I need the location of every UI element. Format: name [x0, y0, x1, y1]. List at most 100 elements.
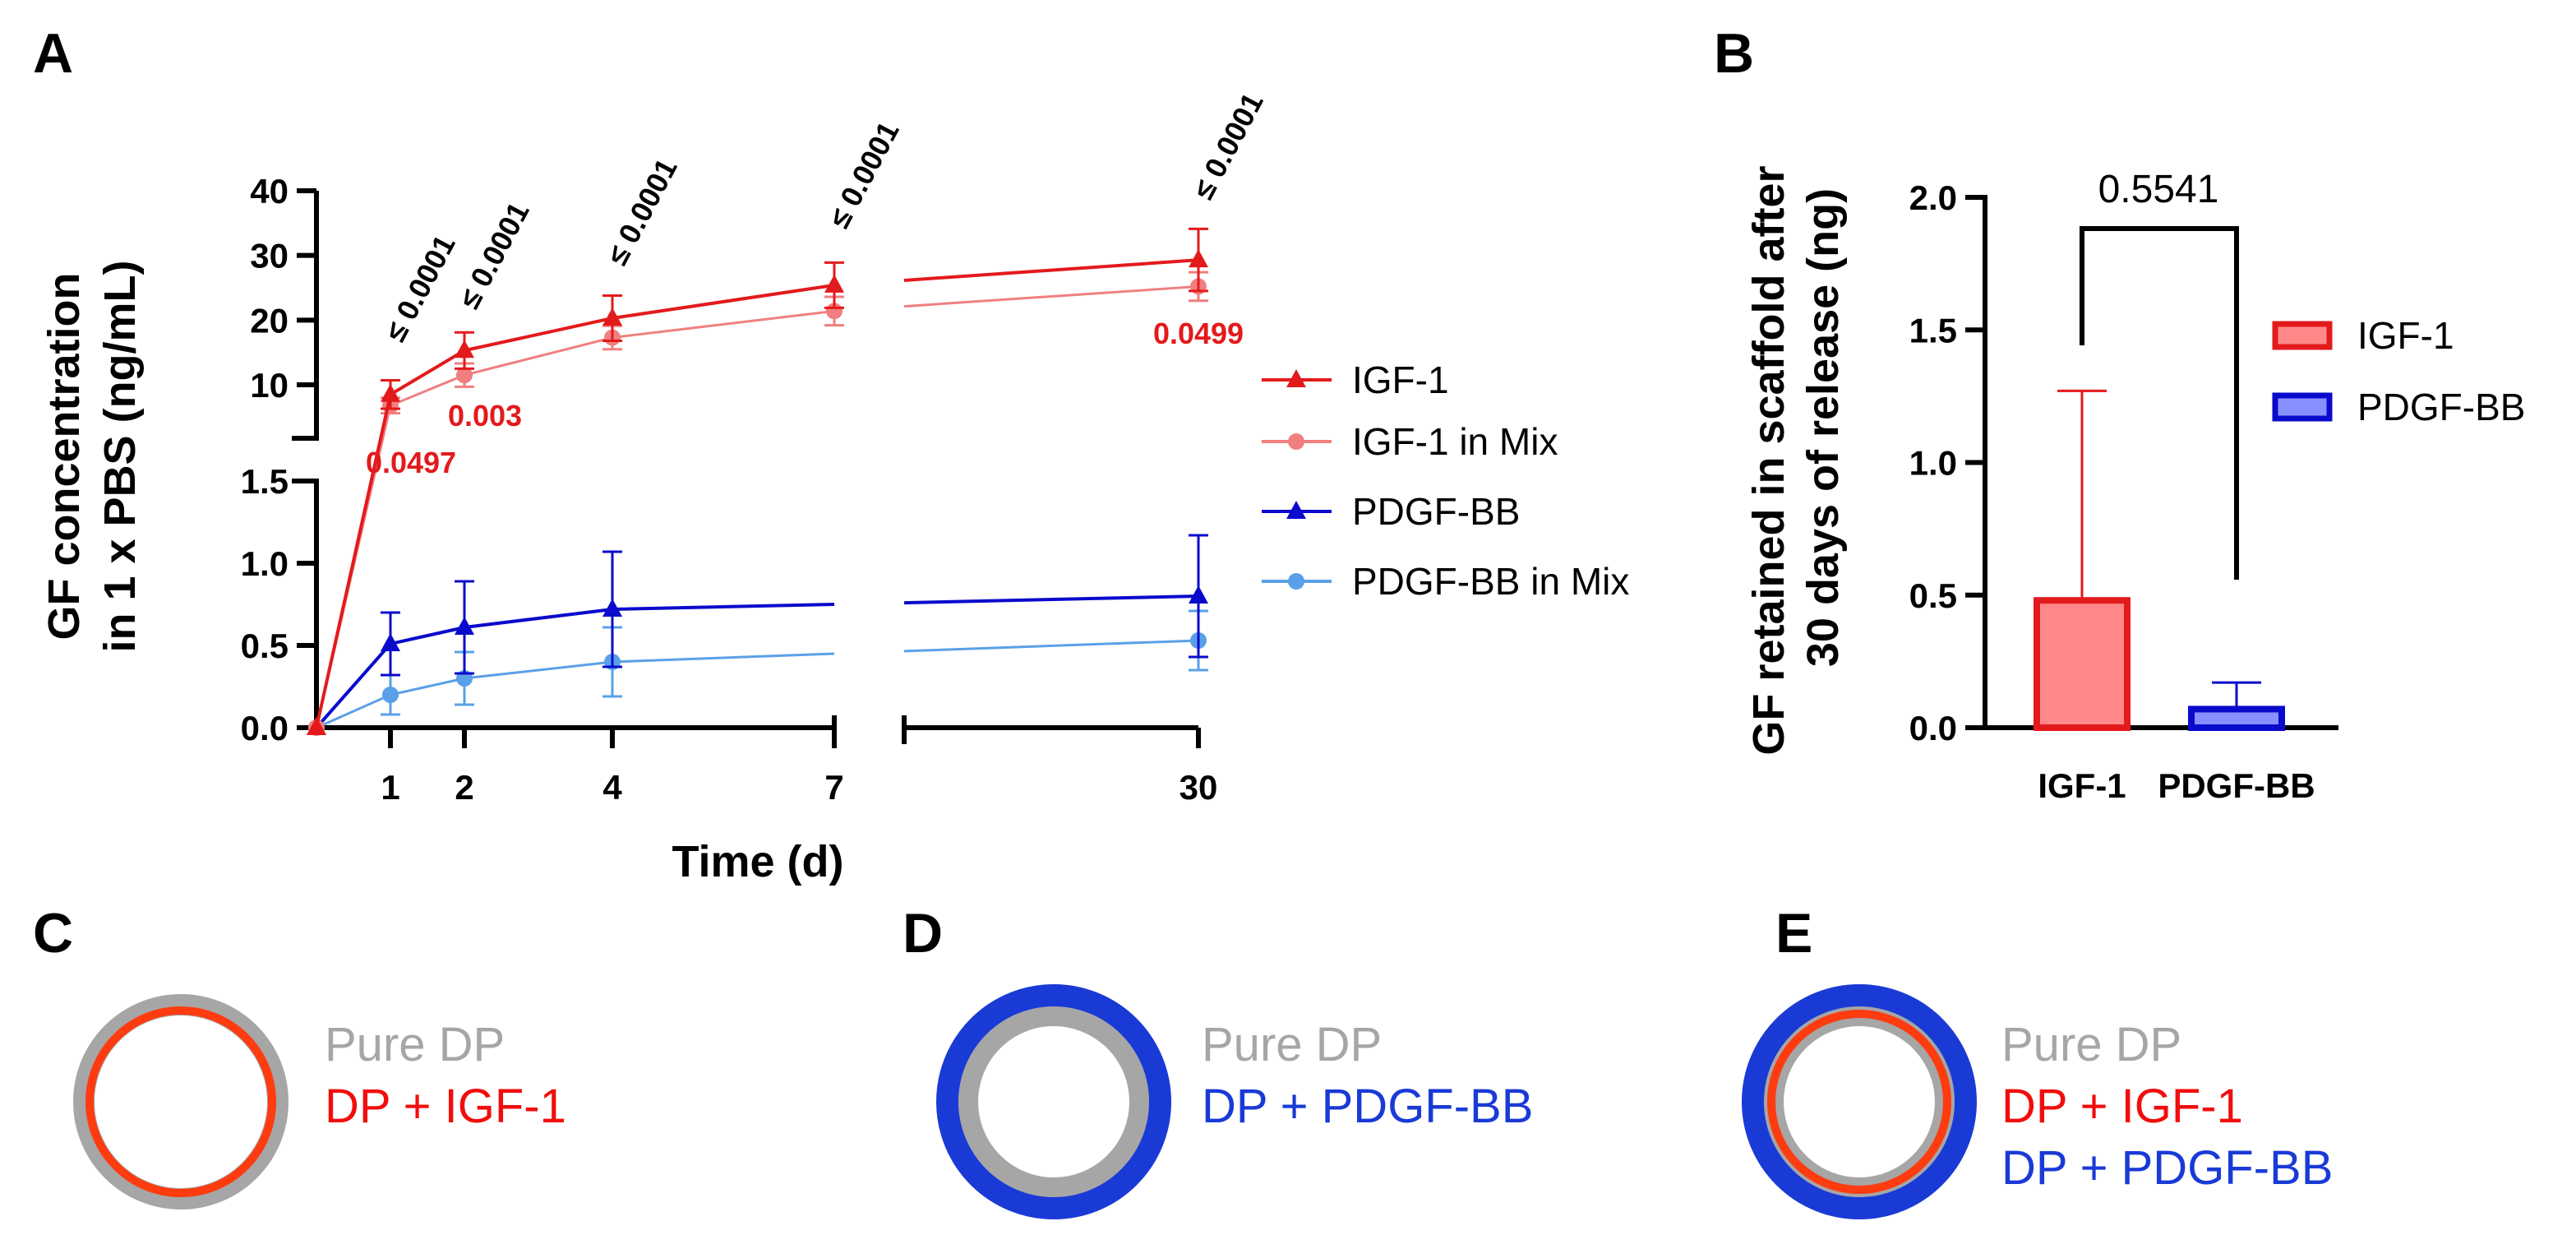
legend-swatch-marker	[1286, 501, 1306, 519]
bar-legend-swatch	[2272, 321, 2333, 350]
y-tick-label: 40	[250, 172, 289, 210]
panel-letter-d: D	[903, 902, 943, 964]
y-tick-label: 10	[250, 366, 289, 405]
data-point	[456, 367, 473, 384]
x-tick-label: 2	[455, 768, 473, 807]
ring-e-label-pure-dp: Pure DP	[2001, 1018, 2181, 1071]
significance-label: ≤ 0.0001	[822, 116, 906, 234]
legend-swatch-marker	[1288, 573, 1304, 590]
significance-label: ≤ 0.0001	[600, 153, 684, 271]
series-igf1	[307, 227, 1208, 735]
panel-letter-e: E	[1775, 902, 1812, 964]
series-line	[903, 258, 1199, 282]
data-point	[824, 274, 844, 293]
line-chart-y-title-line1: GF concentration	[39, 272, 89, 640]
comparison-bracket	[2080, 226, 2239, 580]
panel-letter-a: A	[33, 22, 73, 85]
y-tick-label: 20	[250, 301, 289, 340]
bar-y-tick-label: 1.0	[1909, 444, 1957, 483]
legend-label: PDGF-BB in Mix	[1352, 560, 1629, 603]
ring-blue-layer	[936, 984, 1171, 1219]
ring-diagram-c	[73, 994, 289, 1210]
ring-d-label-pure-dp: Pure DP	[1202, 1018, 1382, 1071]
legend-label: PDGF-BB	[1352, 490, 1520, 533]
bar-category-label: IGF-1	[2038, 766, 2126, 805]
bar-y-tick-label: 0.5	[1909, 576, 1957, 615]
line-chart-series	[307, 227, 1208, 736]
data-point	[381, 633, 400, 651]
ring-e-label-dp-igf1: DP + IGF-1	[2001, 1080, 2243, 1133]
data-point	[1189, 249, 1208, 268]
ring-orange-layer	[85, 1006, 276, 1197]
line-chart-y-title-line2: in 1 x PBS (ng/mL)	[95, 260, 145, 652]
ring-blue-layer	[1742, 984, 1977, 1219]
legend-label: IGF-1	[1352, 358, 1449, 401]
data-point	[602, 599, 622, 617]
significance-label: ≤ 0.0001	[378, 229, 462, 347]
bar-y-tick-label: 0.0	[1909, 709, 1957, 747]
series-pdgfbb	[307, 534, 1208, 735]
bar-1	[2188, 705, 2285, 731]
series-line	[903, 284, 1199, 308]
y-tick-label: 1.5	[241, 462, 289, 501]
x-tick-label: 1	[381, 768, 399, 807]
mix-pvalue-label: 0.0497	[366, 446, 456, 479]
ring-diagram-d	[936, 984, 1171, 1219]
line-chart-axes: 0.0 0.5 1.0 1.5 10 20 30 40 1 2 4 7 30	[241, 172, 1218, 807]
data-point	[602, 307, 622, 326]
data-point	[381, 383, 400, 402]
x-tick-label: 4	[602, 768, 622, 807]
ring-c-label-pure-dp: Pure DP	[325, 1018, 505, 1071]
series-line	[315, 283, 835, 729]
retained-bar-chart: 0.0 0.5 1.0 1.5 2.0 IGF-1 PDGF-BB GF retained …	[1744, 165, 2525, 805]
bar-y-tick-label: 1.5	[1909, 311, 1957, 349]
line-chart-x-title: Time (d)	[672, 837, 843, 886]
mix-pvalue-label: 0.003	[448, 399, 522, 432]
bar-chart-y-title-line1: GF retained in scaffold after	[1744, 165, 1794, 755]
bar-0	[2034, 597, 2131, 732]
bar-chart-plot: 0.0 0.5 1.0 1.5 2.0 IGF-1 PDGF-BB	[1909, 178, 2338, 805]
bar-chart-y-title-line2: 30 days of release (ng)	[1798, 188, 1848, 667]
data-point	[1189, 585, 1208, 604]
ring-d-label-dp-pdgfbb: DP + PDGF-BB	[1202, 1080, 1533, 1133]
ring-grey-layer	[958, 1006, 1149, 1197]
bar-category-label: PDGF-BB	[2158, 766, 2315, 805]
series-pdgfbb_mix	[308, 609, 1208, 736]
ring-orange-layer	[1767, 1010, 1951, 1194]
y-tick-label: 0.5	[241, 627, 289, 665]
series-line	[903, 594, 1199, 605]
line-chart-annotations: ≤ 0.0001≤ 0.0001 ≤ 0.0001 ≤ 0.0001 ≤ 0.0001…	[366, 87, 1270, 479]
legend-swatch-marker	[1288, 433, 1304, 450]
data-point	[455, 340, 474, 358]
ring-e-label-dp-pdgfbb: DP + PDGF-BB	[2001, 1141, 2333, 1195]
legend-swatch-marker	[1286, 369, 1306, 387]
y-tick-label: 0.0	[241, 709, 289, 747]
legend-label: IGF-1 in Mix	[1352, 420, 1558, 463]
x-tick-label: 7	[824, 768, 843, 807]
series-line	[903, 639, 1199, 653]
y-tick-label: 30	[250, 237, 289, 275]
bar-legend-label: IGF-1	[2357, 314, 2454, 357]
significance-label: ≤ 0.0001	[452, 197, 536, 314]
panel-letter-c: C	[33, 902, 73, 964]
series-igf1_mix	[308, 271, 1208, 736]
ring-diagram-e	[1742, 984, 1977, 1219]
significance-label: ≤ 0.0001	[1186, 87, 1270, 205]
bar-legend-swatch	[2272, 392, 2333, 422]
data-point	[382, 687, 399, 703]
ring-c-label-dp-igf1: DP + IGF-1	[325, 1080, 566, 1133]
line-chart-legend: IGF-1 IGF-1 in Mix PDGF-BB PDGF-BB in Mix	[1262, 358, 1629, 603]
bar-legend-label: PDGF-BB	[2357, 386, 2525, 428]
x-tick-label: 30	[1180, 768, 1218, 807]
ring-grey-layer	[73, 994, 289, 1210]
data-point	[455, 617, 474, 635]
bar-chart-comparison-pvalue: 0.5541	[2098, 168, 2219, 211]
origin-point	[307, 717, 326, 735]
mix-pvalue-label: 0.0499	[1153, 317, 1244, 350]
y-tick-label: 1.0	[241, 544, 289, 583]
bar-chart-legend: IGF-1 PDGF-BB	[2272, 314, 2525, 428]
panel-letter-b: B	[1714, 22, 1754, 85]
bar-y-tick-label: 2.0	[1909, 178, 1957, 217]
